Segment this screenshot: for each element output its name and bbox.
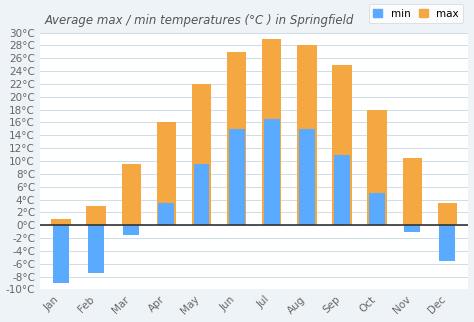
Bar [86,206,106,225]
Bar [369,193,385,225]
Bar [227,52,246,225]
Legend: min, max: min, max [369,5,463,23]
Bar [367,109,387,225]
Bar [123,225,139,235]
Bar [51,219,71,225]
Bar [334,155,350,225]
Bar [192,84,211,225]
Bar [157,122,176,225]
Bar [122,164,141,225]
Bar [158,203,174,225]
Bar [439,225,455,260]
Bar [264,119,280,225]
Bar [297,45,317,225]
Bar [404,225,420,232]
Bar [229,129,245,225]
Text: Average max / min temperatures (°C ) in Springfield: Average max / min temperatures (°C ) in … [44,14,354,27]
Bar [262,39,282,225]
Bar [53,225,69,283]
Bar [299,129,315,225]
Bar [88,225,104,273]
Bar [438,203,457,225]
Bar [193,164,210,225]
Bar [402,158,422,225]
Bar [332,65,352,225]
